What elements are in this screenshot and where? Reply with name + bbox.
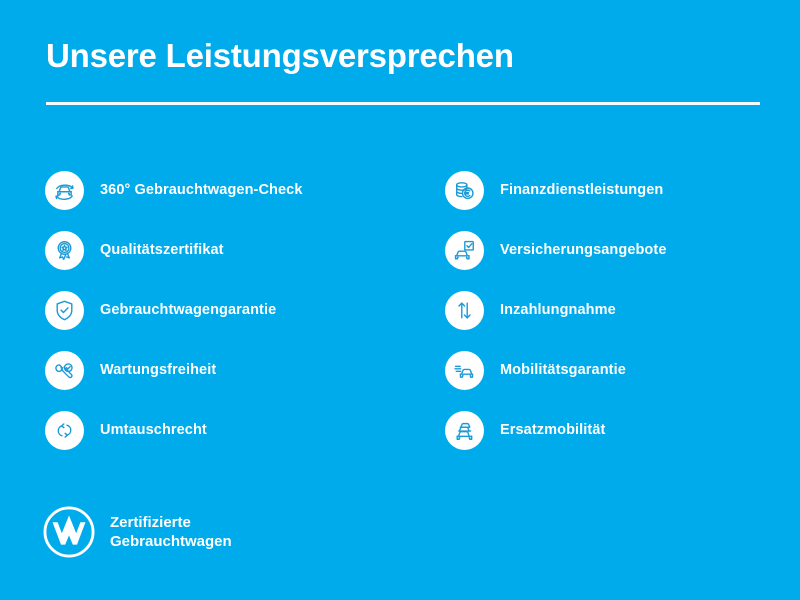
list-item[interactable]: Umtauschrecht xyxy=(45,400,385,460)
two-cars-icon xyxy=(445,410,484,450)
list-item-label: Inzahlungnahme xyxy=(500,302,616,318)
list-item[interactable]: Qualitätszertifikat xyxy=(45,220,385,280)
list-item-label: Qualitätszertifikat xyxy=(100,242,224,258)
car-360-check-icon xyxy=(45,170,84,210)
list-item-label: Mobilitätsgarantie xyxy=(500,362,626,378)
list-item[interactable]: Mobilitätsgarantie xyxy=(445,340,785,400)
shield-check-icon xyxy=(45,290,84,330)
list-item[interactable]: Gebrauchtwagengarantie xyxy=(45,280,385,340)
volkswagen-logo xyxy=(42,505,96,559)
list-item-label: Wartungsfreiheit xyxy=(100,362,217,378)
promise-column-left: 360° Gebrauchtwagen-Check Qualitätszerti… xyxy=(45,160,385,460)
header: Unsere Leistungsversprechen xyxy=(46,37,760,74)
car-insurance-checkbox-icon xyxy=(445,230,484,270)
brand-footer: Zertifizierte Gebrauchtwagen xyxy=(42,505,232,559)
title-divider xyxy=(46,102,760,105)
brand-line-2: Gebrauchtwagen xyxy=(110,533,232,550)
award-rosette-icon xyxy=(45,230,84,270)
list-item-label: Ersatzmobilität xyxy=(500,422,606,438)
list-item[interactable]: Versicherungsangebote xyxy=(445,220,785,280)
list-item[interactable]: Inzahlungnahme xyxy=(445,280,785,340)
list-item-label: Gebrauchtwagengarantie xyxy=(100,302,277,318)
list-item-label: Versicherungsangebote xyxy=(500,242,667,258)
list-item-label: 360° Gebrauchtwagen-Check xyxy=(100,182,303,198)
list-item[interactable]: 360° Gebrauchtwagen-Check xyxy=(45,160,385,220)
wrench-check-icon xyxy=(45,350,84,390)
brand-text: Zertifizierte Gebrauchtwagen xyxy=(110,513,232,551)
list-item[interactable]: Ersatzmobilität xyxy=(445,400,785,460)
exchange-arrows-icon xyxy=(45,410,84,450)
coins-euro-icon xyxy=(445,170,484,210)
list-item-label: Finanzdienstleistungen xyxy=(500,182,664,198)
up-down-arrows-icon xyxy=(445,290,484,330)
page-title: Unsere Leistungsversprechen xyxy=(46,37,514,74)
brand-line-1: Zertifizierte xyxy=(110,513,191,531)
list-item[interactable]: Wartungsfreiheit xyxy=(45,340,385,400)
promise-column-right: Finanzdienstleistungen Versicherungsange… xyxy=(445,160,785,460)
list-item[interactable]: Finanzdienstleistungen xyxy=(445,160,785,220)
moving-car-icon xyxy=(445,350,484,390)
list-item-label: Umtauschrecht xyxy=(100,422,207,438)
